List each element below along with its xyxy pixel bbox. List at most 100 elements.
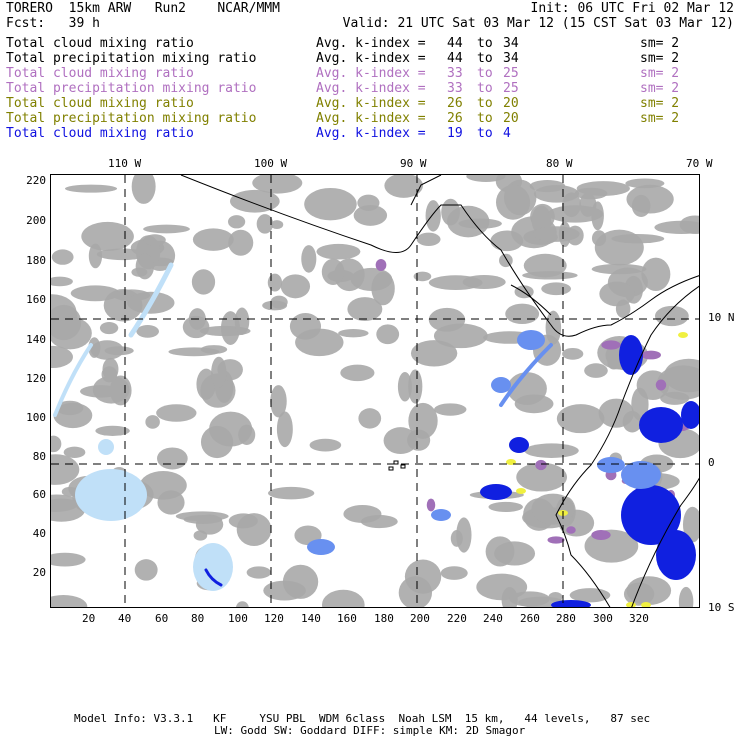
legend-k-from: 33 (447, 66, 463, 81)
cloud-patch (413, 271, 432, 282)
cloud-patch (494, 541, 536, 566)
cloud-patch (397, 371, 412, 402)
y-tick-label: 20 (32, 566, 46, 579)
cloud-patch (343, 504, 382, 523)
cloud-patch (505, 303, 540, 325)
lon-label: 90 W (400, 157, 427, 170)
legend-k-to: 25 (503, 81, 519, 96)
blue-patch (639, 407, 683, 443)
cloud-patch (499, 253, 513, 268)
cloud-streak (53, 343, 93, 417)
coast-line (510, 284, 552, 316)
cloud-patch (584, 363, 608, 378)
legend-k-from: 44 (447, 36, 463, 51)
physics-info: LW: Godd SW: Goddard DIFF: simple KM: 2D… (214, 724, 526, 737)
cloud-patch (135, 253, 155, 280)
init-time: Init: 06 UTC Fri 02 Mar 12 (530, 1, 735, 16)
x-tick-label: 300 (593, 612, 613, 625)
cloud-patch (92, 375, 130, 404)
y-tick-label: 120 (26, 372, 46, 385)
coast-line (410, 175, 442, 206)
cloud-patch (434, 403, 467, 416)
cloud-patch (309, 438, 342, 452)
cloud-patch (682, 506, 699, 543)
cloud-patch (51, 276, 73, 287)
legend-to: to (477, 36, 493, 51)
valid-time: Valid: 21 UTC Sat 03 Mar 12 (15 CST Sat … (342, 16, 734, 31)
legend-k-from: 44 (447, 51, 463, 66)
x-tick-label: 100 (228, 612, 248, 625)
y-tick-label: 180 (26, 254, 46, 267)
cloud-patch (88, 337, 101, 358)
cloud-patch (267, 273, 283, 292)
cloud-patch (270, 385, 287, 418)
cloud-patch (556, 404, 605, 434)
y-tick-label: 80 (32, 450, 46, 463)
cloud-patch (408, 369, 423, 404)
purple-patch (535, 459, 547, 471)
cloud-patch (384, 175, 423, 198)
island (400, 464, 406, 469)
legend-k-label: Avg. k-index = (316, 96, 426, 111)
legend-k-label: Avg. k-index = (316, 126, 426, 141)
legend-k-to: 34 (503, 51, 519, 66)
blue-patch (480, 484, 512, 500)
yellow-patch (678, 332, 688, 338)
cloud-patch (547, 205, 604, 223)
legend-to: to (477, 96, 493, 111)
yellow-patch (641, 602, 651, 607)
cloud-patch (574, 187, 608, 200)
cloud-patch (340, 364, 375, 382)
cloud-patch (143, 234, 166, 246)
purple-patch (601, 340, 621, 350)
cloud-patch (383, 427, 418, 455)
cloud-patch (262, 300, 288, 311)
coast-line (631, 477, 699, 607)
legend-k-label: Avg. k-index = (316, 66, 426, 81)
cloud-patch (562, 347, 584, 360)
legend-row: Total cloud mixing ratio Avg. k-index = 44… (6, 36, 734, 51)
cloud-patch (376, 324, 400, 345)
purple-patch (641, 350, 661, 360)
lat-label: 10 N (708, 311, 735, 324)
legend-k-to: 25 (503, 66, 519, 81)
cloud-patch (488, 501, 523, 512)
cloud-patch (490, 230, 524, 252)
cloud-patch (371, 271, 395, 306)
x-tick-label: 80 (191, 612, 205, 625)
cloud-patch (95, 425, 130, 436)
y-tick-label: 60 (32, 488, 46, 501)
cloud-patch (51, 498, 85, 522)
cloud-patch (64, 184, 118, 193)
cloud-patch (134, 559, 158, 581)
x-tick-label: 240 (483, 612, 503, 625)
cloud-patch (145, 415, 160, 429)
cloud-patch (529, 179, 566, 193)
blue-patch (193, 543, 233, 591)
legend-k-from: 26 (447, 111, 463, 126)
blue-patch (75, 469, 147, 521)
legend-k-to: 20 (503, 96, 519, 111)
y-tick-label: 160 (26, 293, 46, 306)
blue-patch (307, 539, 335, 555)
legend-to: to (477, 111, 493, 126)
x-tick-label: 60 (155, 612, 169, 625)
cloud-patch (321, 258, 345, 286)
legend-row: Total precipitation mixing ratio Avg. k-i… (6, 51, 734, 66)
cloud-patch (322, 589, 365, 607)
cloud-patch (446, 205, 490, 238)
purple-patch (375, 258, 387, 272)
cloud-patch (408, 402, 438, 439)
cloud-patch (192, 228, 234, 251)
blue-patch (681, 401, 699, 429)
y-tick-label: 220 (26, 174, 46, 187)
cloud-patch (541, 282, 572, 296)
legend-to: to (477, 126, 493, 141)
legend-field: Total cloud mixing ratio (6, 36, 194, 51)
cloud-patch (425, 200, 441, 232)
x-tick-label: 320 (629, 612, 649, 625)
cloud-patch (51, 316, 92, 350)
cloud-field (51, 175, 699, 607)
model-title: TORERO 15km ARW Run2 NCAR/MMM (6, 1, 280, 16)
cloud-streak (128, 262, 174, 338)
